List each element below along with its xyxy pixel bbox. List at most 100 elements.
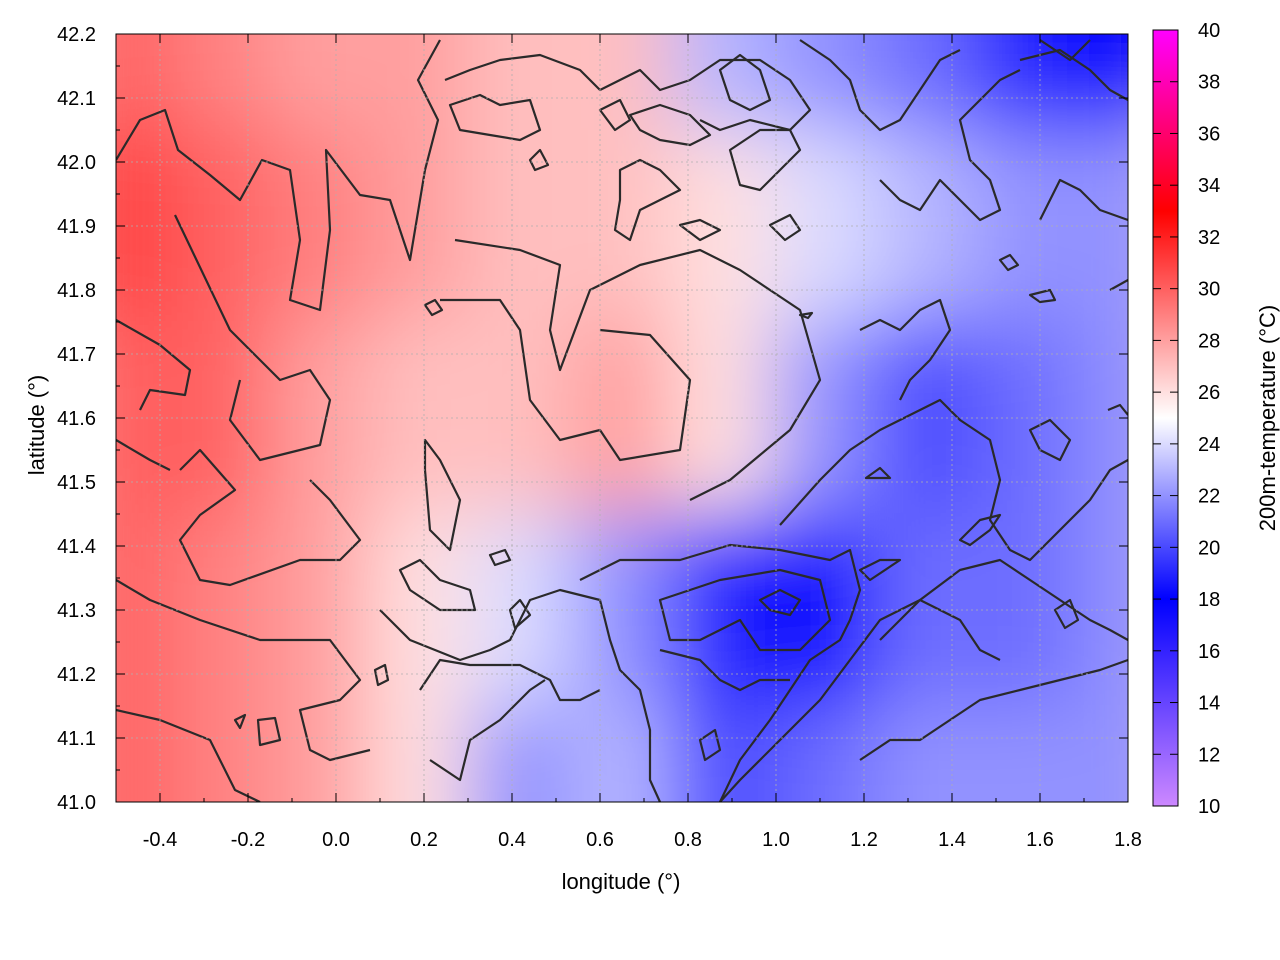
contour-line [859,298,952,401]
contour-line [799,39,961,132]
contour-line [373,663,390,687]
x-axis-tick-labels: -0.4 -0.2 0.0 0.2 0.4 0.6 0.8 1.0 1.2 1.4 1.6 1.8 [143,829,1142,851]
heatmap-cell [116,34,168,131]
colorbar-label: 200m-temperature (°C) [1255,305,1280,531]
colorbar-tick-label: 26 [1198,382,1220,404]
contour-line [659,648,790,692]
heatmap-cell [368,321,472,515]
x-axis-label: longitude (°) [562,869,681,894]
heatmap-cell [570,34,674,131]
y-tick-label: 41.1 [57,728,96,750]
y-tick-label: 41.2 [57,664,96,686]
contour-line [116,579,371,762]
contour-line [116,319,192,411]
x-tick-label: 1.4 [938,829,966,851]
heatmap-cell [570,705,674,802]
contour-line [1028,418,1072,462]
colorbar-tick-label: 28 [1198,330,1220,352]
y-axis-label: latitude (°) [24,375,49,476]
contour-line [798,311,814,320]
x-tick-label: 1.0 [762,829,790,851]
x-tick-label: 1.6 [1026,829,1054,851]
contour-line [1019,48,1128,101]
contour-line [779,398,1128,562]
heatmap-cell [772,321,876,515]
contour-lines [116,39,1128,802]
heatmap-cell [772,129,876,323]
contour-line [628,103,712,147]
heatmap-cell [975,34,1079,131]
colorbar: 10 12 14 16 18 20 22 24 26 28 30 32 34 36 38 40 200m-te… [1152,20,1280,818]
colorbar-tick-label: 14 [1198,693,1220,715]
colorbar-ticks [1153,29,1178,807]
temperature-heatmap [116,34,1128,802]
contour-line [508,598,532,630]
contour-line [859,658,1128,761]
colorbar-tick-label: 18 [1198,589,1220,611]
contour-line [454,238,822,501]
heatmap-cell [368,705,472,802]
heatmap-cell [874,34,978,131]
heatmap-cell [975,705,1079,802]
contour-line [488,548,512,567]
contour-line [768,213,802,242]
x-tick-label: -0.2 [231,829,265,851]
contour-line [879,69,1021,222]
x-tick-label: -0.4 [143,829,177,851]
contour-line [256,716,282,747]
heatmap-cell [772,34,876,131]
heatmap-cell [266,34,370,131]
x-tick-label: 0.2 [410,829,438,851]
x-tick-label: 0.4 [498,829,526,851]
colorbar-tick-label: 12 [1198,744,1220,766]
colorbar-tick-label: 34 [1198,175,1220,197]
contour-line [613,158,682,242]
y-tick-label: 41.7 [57,344,96,366]
colorbar-tick-label: 38 [1198,72,1220,94]
contour-line [116,708,261,802]
y-tick-label: 41.9 [57,216,96,238]
contour-line [864,466,892,480]
contour-line [1039,178,1128,222]
contour-line [116,439,171,471]
contour-line [728,128,802,192]
colorbar-tick-label: 40 [1198,20,1220,42]
contour-line [423,438,462,552]
x-tick-label: 0.8 [674,829,702,851]
contour-line [579,543,862,802]
contour-line [1109,279,1128,291]
heatmap-cell [874,705,978,802]
colorbar-tick-label: 16 [1198,641,1220,663]
y-tick-label: 42.1 [57,88,96,110]
y-axis-tick-labels: 41.0 41.1 41.2 41.3 41.4 41.5 41.6 41.7 41.8 41.9… [57,24,96,814]
contour-line [598,98,632,132]
y-tick-label: 42.0 [57,152,96,174]
x-tick-label: 0.6 [586,829,614,851]
heatmap-cell [772,513,876,707]
y-tick-label: 41.4 [57,536,96,558]
x-tick-label: 0.0 [322,829,350,851]
contour-line [958,513,1002,547]
contour-line [658,568,832,652]
contour-line [718,53,772,112]
heatmap-cell [772,705,876,802]
colorbar-tick-label: 20 [1198,537,1220,559]
contour-line [1107,403,1128,416]
contour-line [233,713,247,730]
contour-line [423,298,444,317]
y-tick-label: 42.2 [57,24,96,46]
contour-line [719,598,1001,802]
colorbar-tick-label: 36 [1198,123,1220,145]
contour-line [174,214,332,462]
y-tick-label: 41.3 [57,600,96,622]
heatmap-cell [469,705,573,802]
x-tick-label: 1.2 [850,829,878,851]
heatmap-cell [165,34,269,131]
contour-line [116,39,441,312]
colorbar-tick-label: 10 [1198,796,1220,818]
y-tick-label: 41.5 [57,472,96,494]
contour-line [858,558,902,582]
contour-line [419,658,601,702]
contour-line [998,253,1020,272]
